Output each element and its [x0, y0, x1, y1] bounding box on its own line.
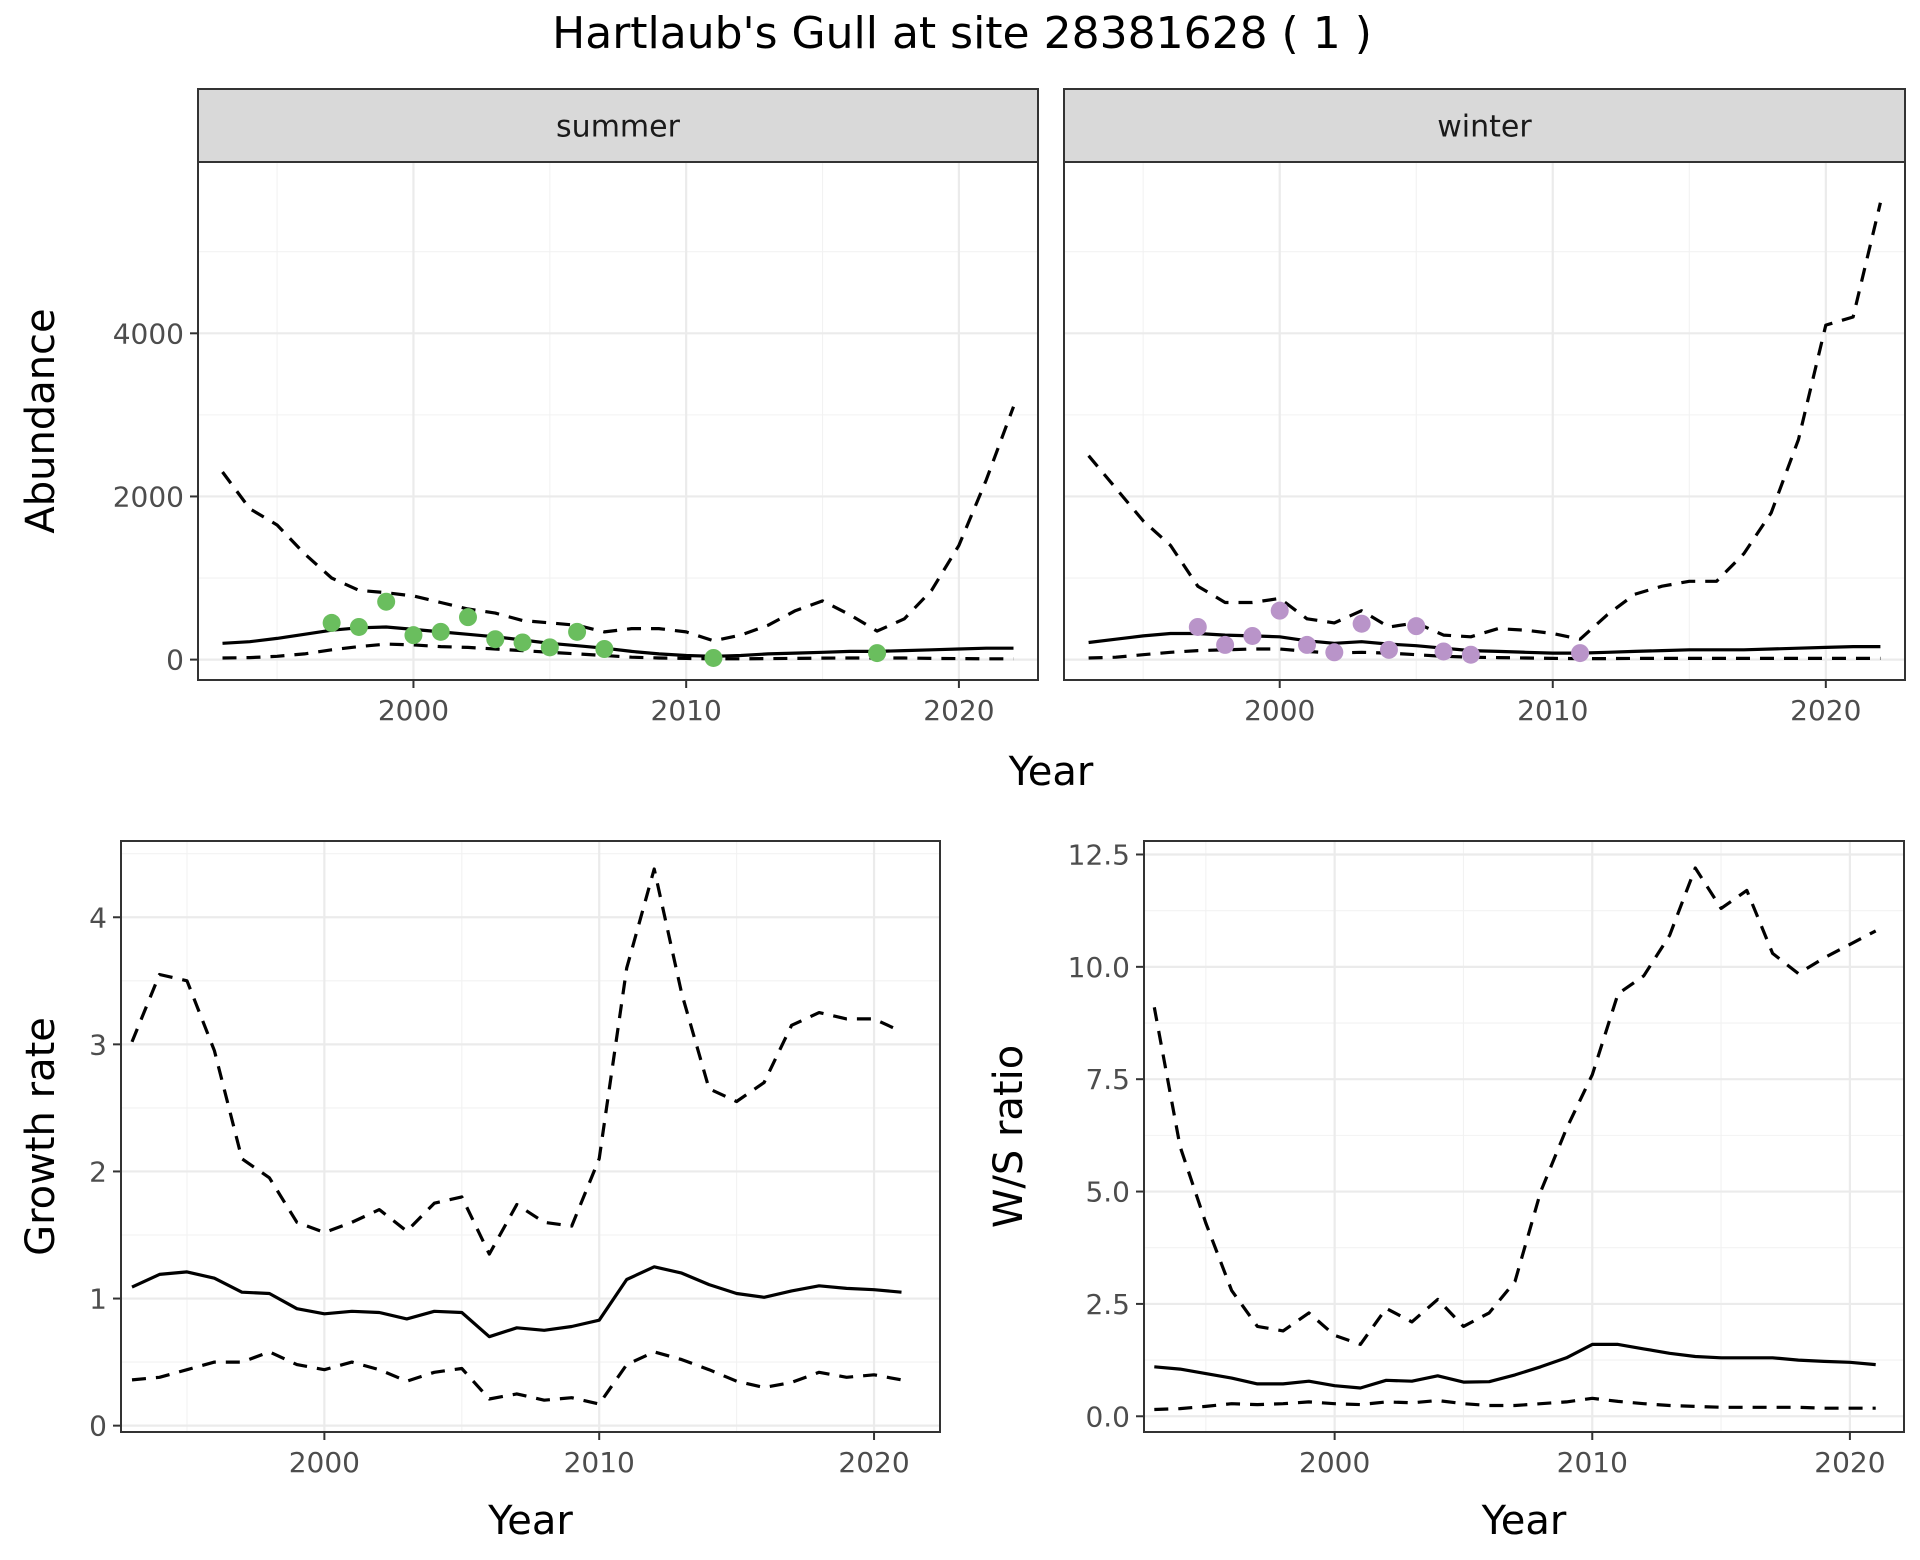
y-axis-title: W/S ratio [986, 1045, 1032, 1228]
panel-border [1143, 840, 1905, 1433]
panel-summer: summer 2000 2010 2020 0 2000 4000 Abundance [18, 88, 1039, 727]
y-tick-label: 5.0 [1085, 1176, 1130, 1209]
data-point [1298, 635, 1317, 654]
y-tick-label: 0 [89, 1410, 107, 1443]
data-point [322, 613, 341, 632]
data-point [1352, 614, 1371, 633]
x-tick-label: 2010 [651, 694, 722, 727]
plot-area [1064, 162, 1905, 680]
x-tick-label: 2000 [289, 1446, 360, 1479]
y-tick-label: 0 [166, 644, 184, 677]
plot-area [1144, 841, 1904, 1432]
series-line-lower [1154, 1396, 1876, 1412]
x-tick-label: 2000 [1244, 694, 1315, 727]
data-point [513, 633, 532, 652]
panel-growth: 2000 2010 2020 0 1 2 3 4 Growth rate Year [18, 840, 941, 1544]
x-axis-title-shared: Year [1008, 749, 1094, 795]
data-point [431, 622, 450, 641]
y-tick-label: 4 [89, 901, 107, 934]
x-axis-title: Year [487, 1498, 573, 1544]
data-point [1461, 645, 1480, 664]
panel-border [120, 840, 941, 1433]
data-point [349, 617, 368, 636]
data-point [540, 638, 559, 657]
y-tick-label: 2000 [113, 480, 184, 513]
x-tick-label: 2010 [1517, 694, 1588, 727]
panel-winter: winter 2000 2010 2020 [1063, 88, 1906, 727]
facet-strip [197, 88, 1039, 163]
y-tick-label: 10.0 [1068, 951, 1130, 984]
series-line-upper [1087, 202, 1882, 641]
series-line-lower [131, 1350, 902, 1406]
data-point [868, 644, 887, 663]
series-line-upper [1152, 866, 1877, 1347]
data-point [1434, 642, 1453, 661]
x-tick-label: 2020 [1814, 1446, 1885, 1479]
x-tick-label: 2020 [923, 694, 994, 727]
data-point [1325, 643, 1344, 662]
data-point [1407, 617, 1426, 636]
series-line-upper [130, 867, 903, 1256]
data-point [1571, 644, 1590, 663]
y-axis-title: Abundance [18, 308, 64, 533]
data-point [595, 640, 614, 659]
series-line-estimate [1154, 1342, 1876, 1390]
x-tick-label: 2000 [378, 694, 449, 727]
x-axis-title: Year [1481, 1498, 1567, 1544]
data-point [1216, 635, 1235, 654]
series-line-upper [221, 406, 1015, 643]
x-tick-label: 2020 [838, 1446, 909, 1479]
plot-area [198, 162, 1038, 680]
data-point [1379, 640, 1398, 659]
y-tick-label: 3 [89, 1028, 107, 1061]
y-tick-label: 12.5 [1068, 838, 1130, 871]
x-tick-label: 2010 [564, 1446, 635, 1479]
facet-strip [1063, 88, 1906, 163]
facet-strip-label: summer [556, 110, 681, 145]
series-line-estimate [1088, 631, 1881, 655]
x-tick-label: 2020 [1790, 694, 1861, 727]
y-tick-label: 2 [89, 1155, 107, 1188]
y-axis-title: Growth rate [18, 1017, 64, 1256]
data-point [1243, 626, 1262, 645]
data-point [486, 630, 505, 649]
y-tick-label: 1 [89, 1283, 107, 1316]
x-tick-label: 2010 [1557, 1446, 1628, 1479]
y-tick-label: 0.0 [1085, 1400, 1130, 1433]
series-line-estimate [131, 1265, 902, 1339]
panel-ratio: 2000 2010 2020 0.0 2.5 5.0 7.5 10.0 12.5 W/S rati… [986, 838, 1905, 1544]
chart-title: Hartlaub's Gull at site 28381628 ( 1 ) [552, 8, 1372, 59]
data-point [568, 622, 587, 641]
data-point [1270, 601, 1289, 620]
data-point [459, 608, 477, 627]
y-tick-label: 2.5 [1085, 1288, 1130, 1321]
data-point [1188, 617, 1207, 636]
data-point [704, 648, 723, 667]
x-tick-label: 2000 [1299, 1446, 1370, 1479]
plot-area [121, 841, 940, 1432]
y-tick-label: 4000 [113, 317, 184, 350]
facet-strip-label: winter [1437, 110, 1532, 145]
data-point [404, 626, 423, 645]
y-tick-label: 7.5 [1085, 1063, 1130, 1096]
panels: summer 2000 2010 2020 0 2000 4000 Abundance wint… [18, 88, 1906, 1544]
data-point [377, 592, 396, 611]
